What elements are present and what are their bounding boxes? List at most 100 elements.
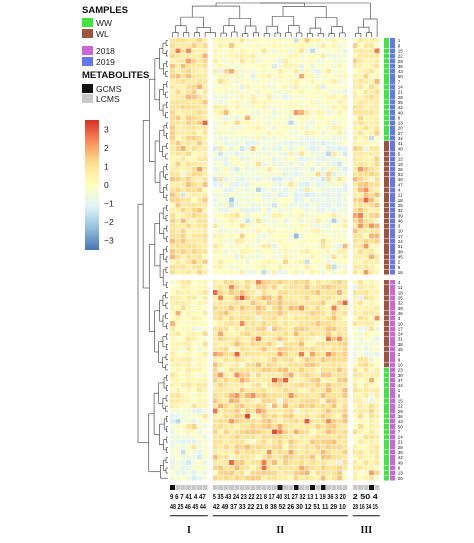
heatmap-cell [293,187,299,192]
heatmap-cell [320,43,326,48]
heatmap-cell [374,403,380,409]
heatmap-cell [288,413,294,419]
heatmap-cell [320,475,326,481]
heatmap-cell [261,135,267,141]
heatmap-cell [175,424,181,429]
heatmap-cell [304,141,310,146]
row-annotation-year [389,285,395,290]
heatmap-cell [369,141,374,146]
heatmap-cell [277,455,283,460]
heatmap-cell [352,264,358,270]
row-annotation-treatment [383,166,389,172]
heatmap-cell [320,444,326,450]
heatmap-cell [293,377,299,383]
heatmap-cell [358,58,364,64]
heatmap-cell [310,393,315,398]
heatmap-cell [304,238,310,244]
heatmap-cell [358,151,364,156]
heatmap-cell [288,207,294,213]
heatmap-cell [250,182,256,187]
row-annotation-treatment [383,326,389,331]
heatmap-cell [315,213,321,218]
heatmap-cell [261,182,267,187]
heatmap-cell [245,156,251,162]
column-annotation-type [310,484,315,490]
heatmap-cell [363,439,369,445]
heatmap-cell [239,315,245,321]
heatmap-cell [369,218,374,223]
heatmap-cell [218,264,224,270]
heatmap-cell [191,177,197,182]
heatmap-cell [261,413,267,419]
heatmap-cell [326,460,332,465]
heatmap-cell [175,331,181,337]
heatmap-cell [283,279,288,285]
heatmap-cell [239,151,245,156]
heatmap-cell [326,218,332,223]
heatmap-cell [170,372,175,378]
heatmap-cell [293,331,299,337]
heatmap-cell [310,382,315,388]
heatmap-cell [191,434,197,440]
heatmap-cell [315,223,321,229]
heatmap-cell [369,249,374,254]
colorbar-tick-label: −3 [104,236,114,246]
heatmap-cell [175,130,181,136]
heatmap-cell [234,187,240,192]
heatmap-cell [234,305,240,311]
heatmap-cell [197,393,202,398]
heatmap-cell [352,290,358,295]
column-annotation-type [369,484,374,490]
heatmap-cell [261,110,267,115]
heatmap-cell [229,213,234,218]
heatmap-cell [191,315,197,321]
heatmap-cell [342,202,348,208]
heatmap-cell [202,79,208,84]
heatmap-cell [299,202,305,208]
heatmap-cell [202,434,208,440]
heatmap-cell [239,310,245,316]
heatmap-cell [170,269,175,275]
heatmap-cell [363,182,369,187]
heatmap-cell [266,84,272,89]
heatmap-cell [191,388,197,393]
heatmap-cell [337,94,342,100]
heatmap-cell [320,202,326,208]
heatmap-cell [256,367,261,373]
heatmap-cell [197,388,202,393]
heatmap-cell [337,408,342,414]
heatmap-cell [175,269,181,275]
heatmap-cell [202,182,208,187]
heatmap-cell [283,213,288,218]
heatmap-cell [180,182,186,187]
heatmap-cell [342,125,348,131]
row-annotation-treatment [383,228,389,234]
heatmap-cell [250,326,256,331]
heatmap-cell [310,362,315,367]
heatmap-cell [272,357,278,362]
heatmap-cell [239,398,245,403]
heatmap-cell [197,89,202,95]
heatmap-cell [186,285,192,290]
heatmap-cell [352,269,358,275]
heatmap-cell [337,218,342,223]
heatmap-cell [212,470,218,476]
heatmap-cell [261,68,267,74]
heatmap-cell [218,197,224,203]
heatmap-cell [175,171,181,177]
legend-label-wl: WL [96,29,109,39]
heatmap-cell [261,424,267,429]
heatmap-cell [352,213,358,218]
heatmap-cell [223,84,229,89]
heatmap-cell [229,434,234,440]
heatmap-cell [239,156,245,162]
heatmap-cell [245,218,251,223]
heatmap-cell [245,63,251,69]
heatmap-cell [326,187,332,192]
heatmap-cell [197,305,202,311]
heatmap-cell [202,269,208,275]
heatmap-cell [374,48,380,53]
heatmap-cell [191,413,197,419]
row-label: 20 [398,126,404,131]
heatmap-cell [223,207,229,213]
